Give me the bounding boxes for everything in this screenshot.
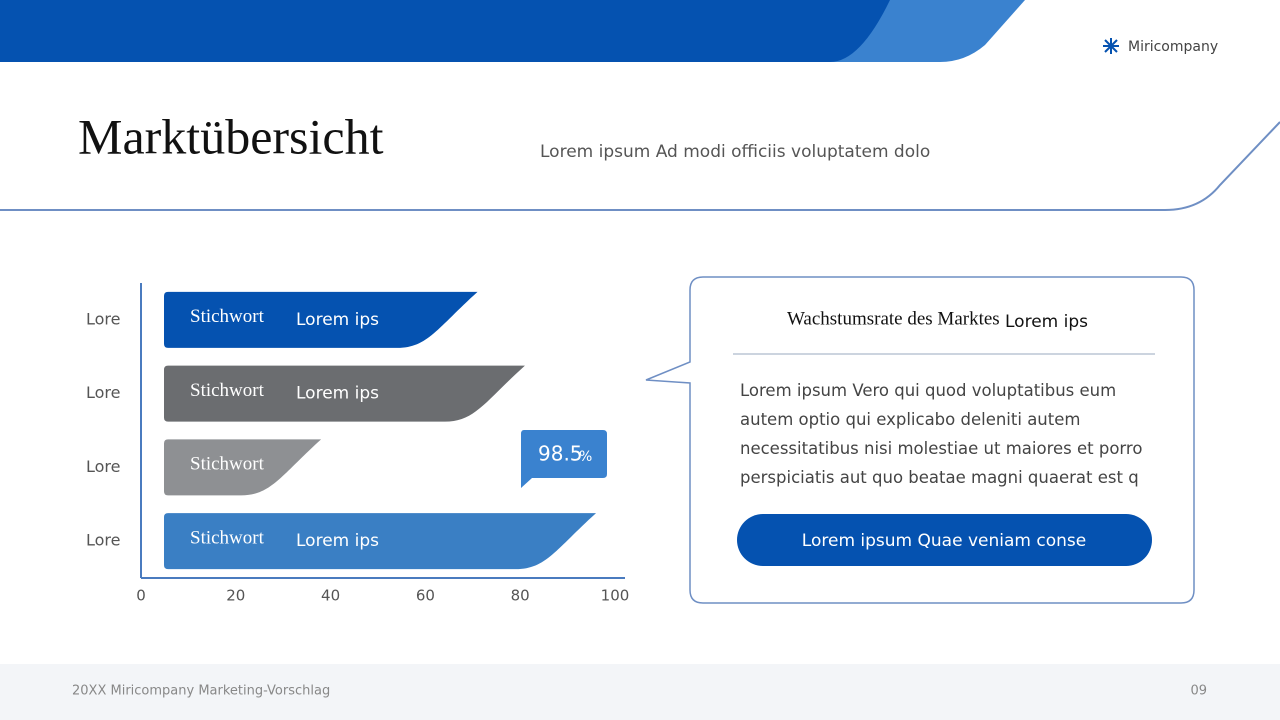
footer-band [0,664,1280,720]
bar-keyword: Stichwort [190,380,265,401]
panel-body: Lorem ipsum Vero qui quod voluptatibus e… [740,381,1143,487]
x-tick-label: 80 [511,587,530,605]
bar-text: Lorem ips [296,531,379,551]
x-tick-label: 20 [226,587,245,605]
panel-heading: Wachstumsrate des Marktes [787,308,1000,329]
brand: Miricompany [1128,39,1218,55]
bar [164,439,322,496]
header-band [0,0,890,62]
footer-text: 20XX Miricompany Marketing-Vorschlag [72,684,330,699]
bar-keyword: Stichwort [190,527,265,548]
callout-value: 98.5 [538,442,583,466]
x-tick-label: 60 [416,587,435,605]
bar-text: Lorem ips [296,310,379,330]
page-number: 09 [1190,684,1207,699]
y-tick-label: Lore [86,309,121,328]
panel-button[interactable] [737,514,1152,566]
bar [164,365,525,422]
subtitle: Lorem ipsum Ad modi officiis voluptatem … [540,142,930,162]
callout-unit: % [579,449,592,465]
y-tick-label: Lore [86,457,121,476]
title: Marktübersicht [78,108,384,164]
bar-keyword: Stichwort [190,454,265,475]
y-tick-label: Lore [86,383,121,402]
bar-keyword: Stichwort [190,306,265,327]
panel-button-label[interactable]: Lorem ipsum Quae veniam conse [802,531,1086,551]
logo-icon [1103,38,1119,54]
header-rule [0,121,1280,211]
x-tick-label: 0 [136,587,146,605]
x-tick-label: 40 [321,587,340,605]
bar [164,291,478,348]
bar [164,513,597,570]
bar-text: Lorem ips [296,384,379,404]
chart: 0 20 40 60 80 100 Lore Stichwort Lorem ips Lore St… [86,283,629,605]
x-tick-label: 100 [601,587,630,605]
panel-heading-overlay: Lorem ips [1005,312,1088,332]
callout-box [521,430,607,488]
y-tick-label: Lore [86,531,121,550]
